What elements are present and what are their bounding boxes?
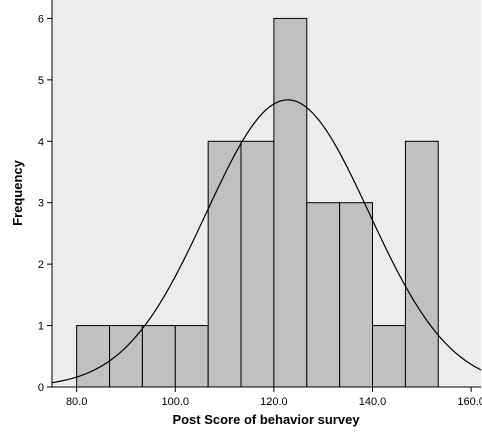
- histogram-bar-3: [141, 325, 176, 388]
- histogram-bar-11: [404, 140, 439, 388]
- y-tick-label: 2: [38, 259, 44, 271]
- bars-group: [76, 17, 439, 388]
- histogram-bar-1: [76, 325, 111, 388]
- y-tick-label: 4: [38, 136, 44, 148]
- x-tick-label: 160.0: [457, 396, 482, 408]
- x-tick-label: 120.0: [260, 396, 288, 408]
- y-tick-label: 5: [38, 75, 44, 87]
- x-tick-label: 140.0: [359, 396, 387, 408]
- histogram-bar-4: [174, 325, 209, 388]
- y-tick-label: 6: [38, 13, 44, 25]
- y-tick-label: 0: [38, 382, 44, 394]
- y-tick-label: 3: [38, 198, 44, 210]
- y-ticks-group: 0 1 2 3 4 5 6: [38, 13, 52, 394]
- x-tick-label: 80.0: [66, 396, 87, 408]
- y-tick-label: 1: [38, 321, 44, 333]
- normal-curve: [51, 99, 482, 384]
- histogram-bar-5: [207, 140, 242, 388]
- x-ticks-group: 80.0 100.0 120.0 140.0 160.0: [66, 387, 482, 408]
- x-axis-label: Post Score of behavior survey: [172, 412, 360, 427]
- histogram-bar-9: [339, 202, 374, 388]
- y-axis-label: Frequency: [10, 159, 25, 226]
- histogram-bar-7: [273, 17, 308, 388]
- histogram-bar-10: [372, 325, 406, 388]
- x-tick-label: 100.0: [162, 396, 190, 408]
- histogram-bar-8: [306, 202, 341, 388]
- histogram-bar-6: [240, 140, 275, 388]
